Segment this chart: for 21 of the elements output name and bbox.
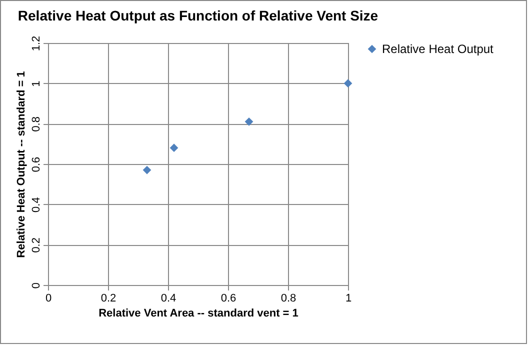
x-tick-label: 0.2 xyxy=(100,292,116,304)
legend-label: Relative Heat Output xyxy=(382,42,494,56)
x-tick-label: 0.6 xyxy=(220,292,236,304)
point xyxy=(244,117,254,126)
x-axis-title: Relative Vent Area -- standard vent = 1 xyxy=(98,308,298,320)
y-tick-label: 0.6 xyxy=(30,156,42,172)
point xyxy=(170,144,178,152)
y-tick-label: 0.2 xyxy=(30,238,42,253)
chart-title: Relative Heat Output as Function of Relative Vent Size xyxy=(18,7,378,24)
y-tick-label: 1 xyxy=(30,80,42,87)
y-tick-label: 0.4 xyxy=(30,197,42,212)
y-tick-label: 1.2 xyxy=(30,36,42,52)
x-tick-label: 0.4 xyxy=(160,292,176,304)
y-tick-label: 0.8 xyxy=(30,116,42,132)
x-tick-label: 0 xyxy=(45,292,52,304)
x-tick-label: 1 xyxy=(345,292,352,304)
y-tick-label: 0 xyxy=(30,282,42,289)
point xyxy=(142,166,152,174)
y-axis-title: Relative Heat Output -- standard = 1 xyxy=(16,71,28,258)
point xyxy=(344,79,352,88)
x-tick-label: 0.8 xyxy=(280,292,296,304)
